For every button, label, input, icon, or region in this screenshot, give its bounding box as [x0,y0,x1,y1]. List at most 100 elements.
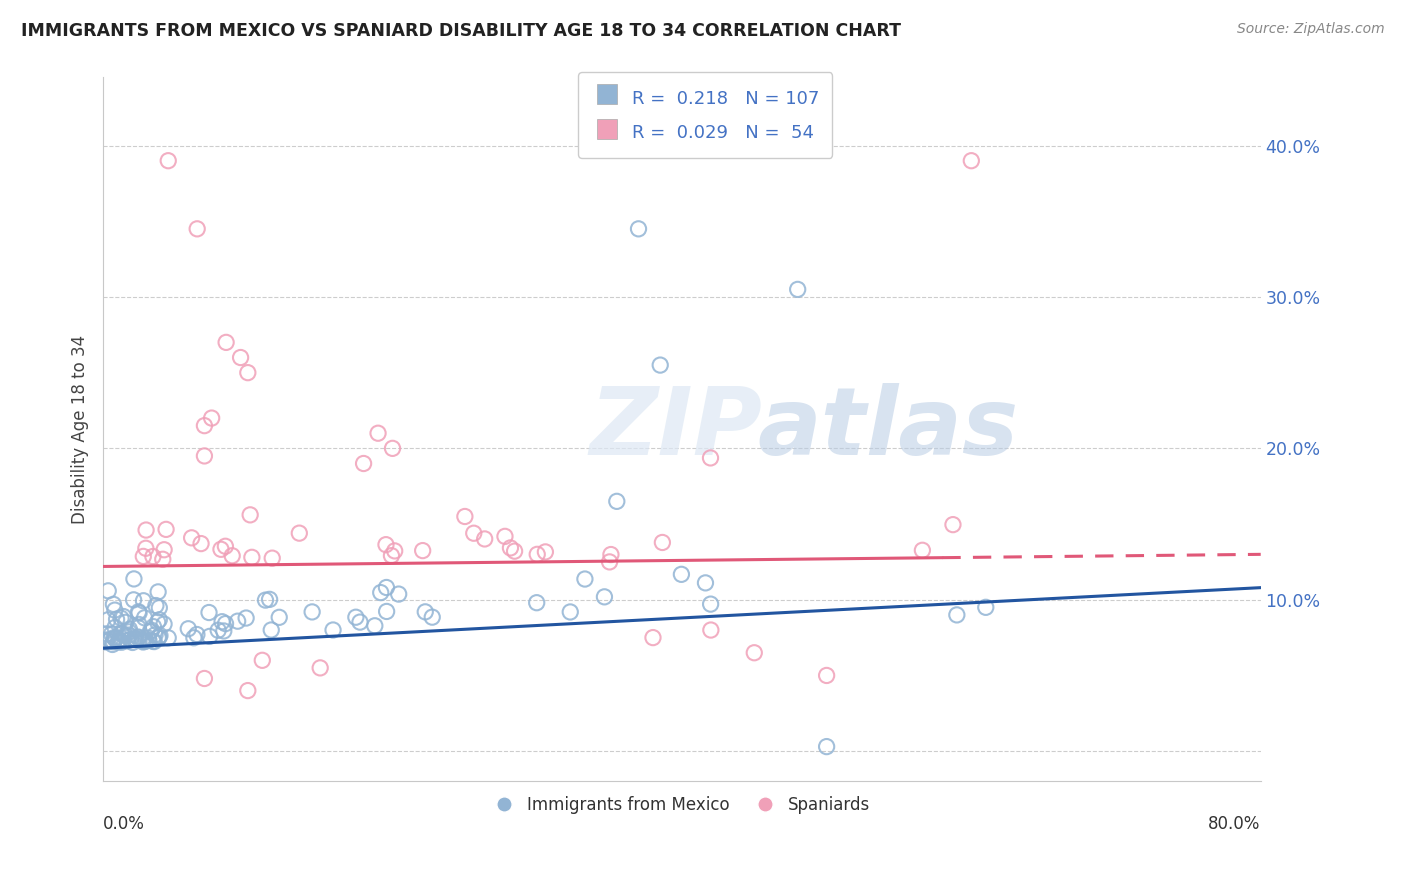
Point [155,522,177,536]
Point [111,635,134,649]
Point [128,606,150,620]
Point [132,634,155,648]
Point [699,597,721,611]
Point [114,628,136,642]
Point [214,616,236,631]
Point [139,624,162,639]
Point [695,575,717,590]
Point [107,635,129,649]
Point [142,620,165,634]
Point [309,661,332,675]
Point [142,634,165,648]
Point [110,611,132,625]
Point [353,457,375,471]
Point [499,541,522,555]
Point [124,632,146,646]
Text: 0.0%: 0.0% [103,815,145,833]
Point [627,222,650,236]
Point [344,610,367,624]
Point [121,635,143,649]
Point [103,597,125,611]
Point [301,605,323,619]
Point [699,450,721,465]
Point [974,600,997,615]
Point [114,615,136,630]
Point [288,526,311,541]
Point [122,592,145,607]
Point [120,632,142,647]
Point [105,612,128,626]
Point [494,529,516,543]
Legend: Immigrants from Mexico, Spaniards: Immigrants from Mexico, Spaniards [486,789,877,821]
Point [503,544,526,558]
Text: IMMIGRANTS FROM MEXICO VS SPANIARD DISABILITY AGE 18 TO 34 CORRELATION CHART: IMMIGRANTS FROM MEXICO VS SPANIARD DISAB… [21,22,901,40]
Point [135,523,157,537]
Point [226,614,249,628]
Text: atlas: atlas [758,384,1018,475]
Point [122,572,145,586]
Point [111,626,134,640]
Point [104,632,127,646]
Point [103,635,125,649]
Point [960,153,983,168]
Point [104,620,127,634]
Point [381,442,404,456]
Point [122,632,145,647]
Point [134,611,156,625]
Point [131,633,153,648]
Point [135,541,157,556]
Point [574,572,596,586]
Point [262,551,284,566]
Point [375,538,398,552]
Point [132,549,155,564]
Point [207,624,229,638]
Point [111,632,134,646]
Point [100,627,122,641]
Point [215,335,238,350]
Point [135,634,157,648]
Point [96,627,118,641]
Point [269,610,291,624]
Point [260,623,283,637]
Point [110,626,132,640]
Point [651,535,673,549]
Point [148,613,170,627]
Point [599,555,621,569]
Point [349,615,371,629]
Point [138,633,160,648]
Point [127,621,149,635]
Point [198,606,221,620]
Point [946,607,969,622]
Point [153,542,176,557]
Point [127,631,149,645]
Point [254,593,277,607]
Point [103,631,125,645]
Point [650,358,672,372]
Point [177,622,200,636]
Point [240,550,263,565]
Point [364,619,387,633]
Point [104,603,127,617]
Point [235,611,257,625]
Point [413,605,436,619]
Point [420,610,443,624]
Point [125,632,148,647]
Point [375,581,398,595]
Point [145,599,167,613]
Point [671,567,693,582]
Point [146,585,169,599]
Point [183,631,205,645]
Point [157,153,180,168]
Point [118,628,141,642]
Point [367,426,389,441]
Point [474,532,496,546]
Point [141,624,163,638]
Point [700,623,723,637]
Point [239,508,262,522]
Point [534,545,557,559]
Point [118,624,141,639]
Point [259,592,281,607]
Point [193,672,215,686]
Point [190,536,212,550]
Point [148,631,170,645]
